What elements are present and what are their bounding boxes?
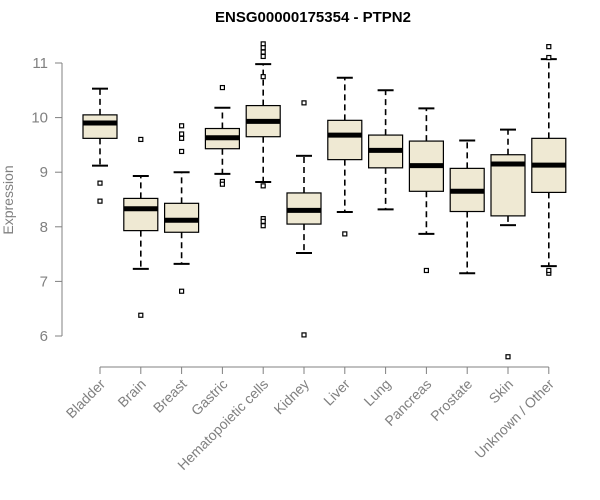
box-group [204, 84, 240, 187]
box-group [449, 139, 485, 275]
y-tick-label: 8 [40, 219, 48, 236]
box-iqr [123, 197, 159, 232]
box-group [82, 87, 118, 204]
box-group [531, 44, 567, 276]
outlier-point [219, 181, 225, 187]
outlier-point [219, 84, 225, 91]
x-tick-label: Lung [360, 376, 393, 409]
y-tick-label: 7 [40, 273, 48, 290]
x-tick-label: Brain [114, 376, 148, 410]
x-tick-label: Prostate [427, 376, 475, 424]
y-tick-label: 6 [40, 328, 48, 345]
box-series [82, 41, 567, 360]
x-tick-label: Breast [150, 376, 190, 416]
box-group [327, 76, 363, 237]
outlier-point [546, 267, 552, 274]
outlier-point [179, 288, 185, 294]
chart-title: ENSG00000175354 - PTPN2 [215, 9, 411, 26]
outlier-point [301, 332, 307, 338]
outlier-point [260, 49, 266, 55]
outlier-point [260, 53, 266, 60]
outlier-point [260, 218, 266, 224]
outlier-point [138, 312, 144, 318]
box-group [123, 136, 159, 318]
box-group [368, 89, 404, 211]
outlier-point [179, 148, 185, 155]
y-axis-label: Expression [0, 165, 16, 234]
box-group [490, 128, 526, 360]
outlier-point [260, 74, 266, 80]
outlier-point [97, 180, 103, 186]
y-tick-label: 10 [31, 110, 48, 127]
box-group [408, 107, 444, 274]
outlier-point [260, 223, 266, 229]
x-tick-label: Kidney [271, 376, 313, 418]
outlier-point [260, 45, 266, 51]
outlier-point [301, 100, 307, 106]
y-axis: 6 7 8 9 10 11 [31, 55, 63, 345]
outlier-point [179, 123, 185, 129]
box-iqr [82, 114, 118, 139]
box-group [245, 41, 281, 229]
outlier-point [179, 135, 185, 141]
outlier-point [423, 267, 429, 274]
outlier-point [546, 54, 552, 61]
outlier-point [138, 136, 144, 143]
outlier-point [179, 131, 185, 137]
box-group [286, 100, 322, 338]
x-tick-label: Skin [486, 376, 517, 407]
y-tick-label: 11 [32, 55, 48, 72]
outlier-point [260, 183, 266, 189]
x-tick-label: Liver [320, 376, 353, 409]
outlier-point [97, 198, 103, 204]
outlier-point [546, 44, 552, 50]
box-iqr [327, 119, 363, 161]
x-tick-label: Bladder [63, 376, 109, 422]
outlier-point [505, 354, 511, 360]
box-group [164, 123, 200, 294]
outlier-point [342, 231, 348, 237]
y-tick-label: 9 [40, 164, 48, 181]
